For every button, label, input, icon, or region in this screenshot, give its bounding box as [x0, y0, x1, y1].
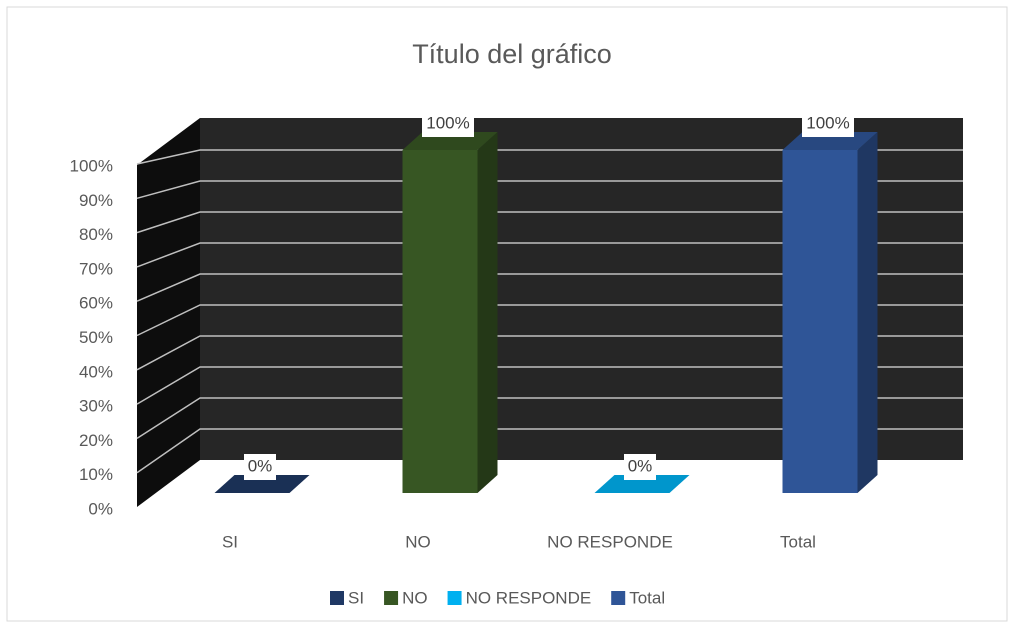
legend-label: Total	[629, 588, 665, 607]
bar-top	[214, 475, 310, 493]
y-tick-label: 40%	[79, 362, 113, 381]
value-label: 0%	[628, 456, 653, 475]
legend-label: NO	[402, 588, 428, 607]
grid-line	[136, 149, 963, 165]
y-tick-label: 60%	[79, 294, 113, 313]
y-tick-label: 100%	[70, 156, 113, 175]
value-label-box	[244, 454, 276, 480]
value-label-box	[422, 111, 474, 137]
bar-side	[477, 132, 498, 493]
grid-line	[136, 180, 963, 200]
grid-line	[136, 273, 963, 302]
legend-swatch	[447, 591, 462, 605]
y-tick-label: 10%	[79, 465, 113, 484]
x-tick-label: Total	[780, 532, 816, 551]
y-tick-label: 90%	[79, 191, 113, 210]
legend-swatch	[330, 591, 344, 605]
x-tick-label: NO RESPONDE	[547, 532, 673, 551]
y-tick-label: 50%	[79, 328, 113, 347]
grid-line	[136, 428, 963, 474]
legend-swatch	[611, 591, 626, 605]
side-wall	[137, 118, 200, 507]
legend-label: NO RESPONDE	[466, 588, 592, 607]
y-tick-label: 0%	[88, 499, 113, 518]
value-label: 100%	[806, 113, 849, 132]
x-tick-label: NO	[405, 532, 431, 551]
grid-line	[136, 304, 963, 337]
bar-top	[594, 475, 690, 493]
value-label-box	[802, 111, 854, 137]
bar	[782, 150, 858, 493]
y-tick-label: 80%	[79, 225, 113, 244]
grid-line	[136, 242, 963, 268]
legend-label: SI	[348, 588, 364, 607]
grid-line	[136, 397, 963, 440]
legend-swatch	[384, 591, 399, 605]
chart-title: Título del gráfico	[412, 39, 612, 69]
value-label: 0%	[248, 456, 273, 475]
x-tick-label: SI	[222, 532, 238, 551]
grid-line	[136, 335, 963, 371]
value-label-box	[624, 454, 656, 480]
grid-line	[136, 211, 963, 234]
y-tick-label: 30%	[79, 397, 113, 416]
y-tick-label: 70%	[79, 259, 113, 278]
bar-side	[857, 132, 878, 493]
value-label: 100%	[426, 113, 469, 132]
grid-line	[136, 366, 963, 405]
bar	[402, 150, 478, 493]
y-tick-label: 20%	[79, 431, 113, 450]
